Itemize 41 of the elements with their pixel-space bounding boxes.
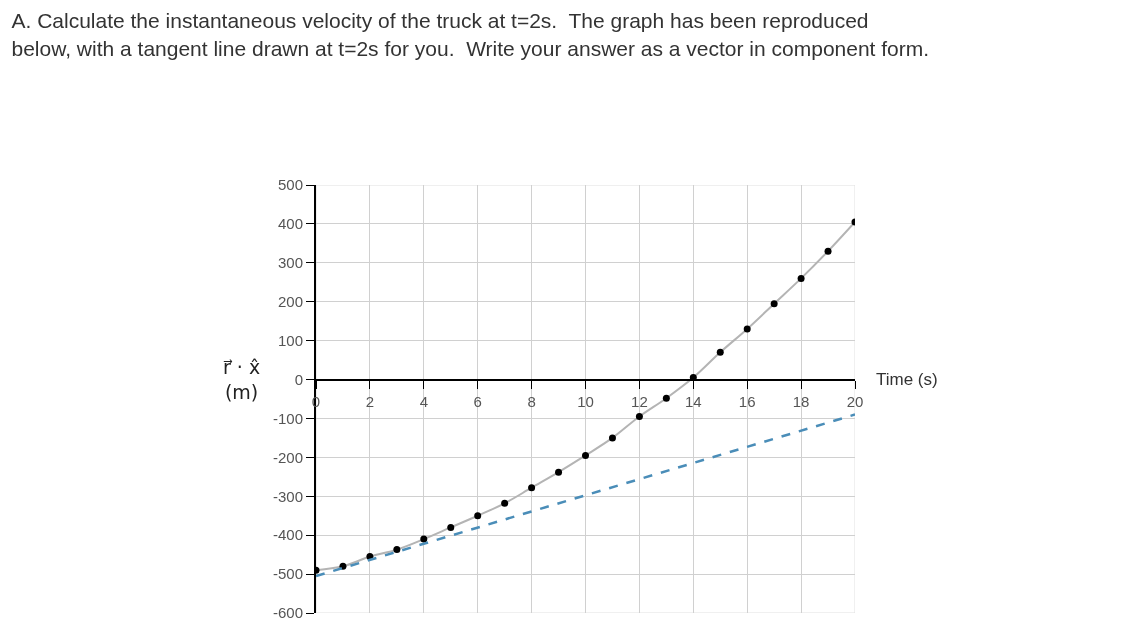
y-tick-label: 0 <box>294 370 303 388</box>
point <box>662 394 670 402</box>
point <box>743 325 751 333</box>
point <box>393 546 401 554</box>
x-tick-label: 8 <box>527 392 536 410</box>
point <box>420 535 428 543</box>
x-tick-label: 16 <box>738 392 756 410</box>
x-tick-label: 6 <box>473 392 482 410</box>
y-tick-label: 500 <box>277 176 303 194</box>
point <box>608 434 616 442</box>
y-tick-label: -400 <box>272 526 303 544</box>
y-tick-label: -200 <box>272 448 303 466</box>
y-axis-title: r⃗ · x̂ (m) <box>223 356 261 403</box>
y-tick-label: -500 <box>272 565 303 583</box>
y-tick-label: -300 <box>272 487 303 505</box>
point <box>528 484 536 492</box>
point <box>770 300 778 308</box>
point <box>555 468 563 476</box>
point <box>501 499 509 507</box>
point <box>635 413 643 421</box>
point <box>716 348 724 356</box>
x-tick-label: 2 <box>365 392 375 410</box>
y-tick-label: 400 <box>277 215 303 233</box>
x-tick-label: 4 <box>419 392 428 410</box>
x-tick-label: 20 <box>846 392 864 410</box>
x-tick-label: 10 <box>577 392 594 410</box>
point <box>824 247 832 255</box>
point <box>582 451 589 459</box>
y-tick-label: -100 <box>272 409 303 427</box>
point <box>474 512 482 520</box>
x-axis-title: Time (s) <box>876 370 938 389</box>
point <box>447 523 455 531</box>
x-tick-label: 12 <box>631 392 648 410</box>
x-tick-label: 14 <box>684 392 702 410</box>
y-tick-label: 100 <box>277 331 303 349</box>
chart-title: A. Calculate the instantaneous velocity of the truck at t=2s. The graph has been reproduced below, with a tangent line drawn at t=2s for you. Write your answer as a vector in component form. <box>11 9 930 60</box>
point <box>797 274 805 282</box>
y-tick-label: -600 <box>272 604 303 622</box>
y-tick-label: 300 <box>277 254 303 272</box>
y-tick-label: 200 <box>277 292 303 310</box>
x-tick-label: 18 <box>792 392 810 410</box>
